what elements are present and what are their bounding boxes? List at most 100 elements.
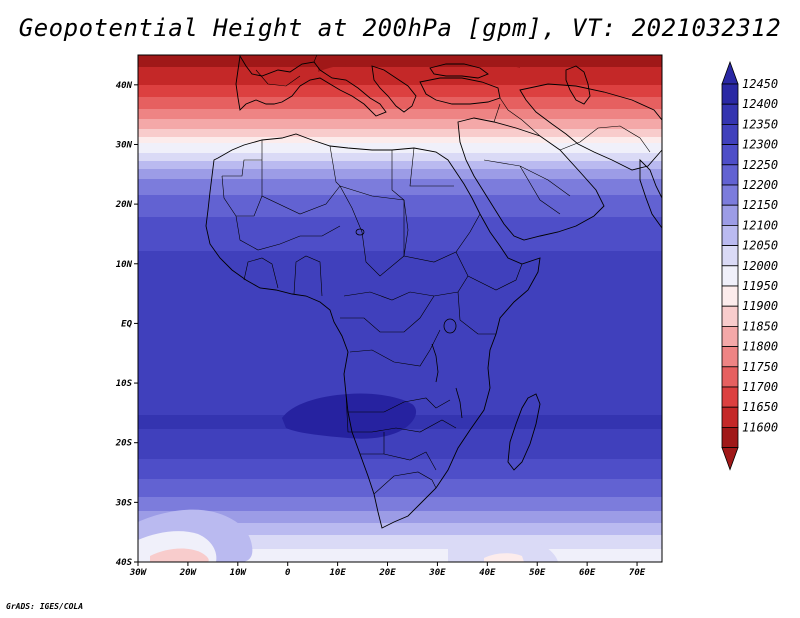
- height-band-row: [138, 165, 662, 168]
- colorbar-label: 12250: [742, 158, 778, 172]
- height-band-row: [138, 199, 662, 202]
- border-drc-south: [349, 329, 441, 367]
- height-band-row: [138, 383, 662, 386]
- lon-tick-label: 60E: [579, 568, 596, 578]
- height-band-row: [138, 487, 662, 490]
- height-band-row: [138, 117, 662, 120]
- border-southern-1: [345, 393, 457, 433]
- height-band-row: [138, 223, 662, 226]
- height-band-row: [138, 225, 662, 228]
- border-sahel-1: [235, 215, 341, 251]
- height-band-row: [138, 475, 662, 478]
- madagascar-coastline: [507, 393, 541, 471]
- country-borders: [221, 55, 651, 495]
- height-band-row: [138, 155, 662, 158]
- height-band-row: [138, 221, 662, 224]
- colorbar-label: 11600: [742, 420, 778, 434]
- height-band-row: [138, 133, 662, 136]
- height-band-row: [138, 463, 662, 466]
- height-band-row: [138, 291, 662, 294]
- height-band-row: [138, 255, 662, 258]
- height-band-row: [138, 71, 662, 74]
- colorbar-label: 12350: [742, 117, 778, 131]
- height-band-row: [138, 293, 662, 296]
- height-band-row: [138, 277, 662, 280]
- height-band-row: [138, 115, 662, 118]
- height-band-row: [138, 375, 662, 378]
- colorbar-swatch: [721, 366, 739, 388]
- height-band-row: [138, 311, 662, 314]
- height-band-row: [138, 275, 662, 278]
- lon-tick-label: 30E: [428, 568, 446, 578]
- height-band-row: [138, 137, 662, 140]
- border-middle-east-1: [493, 97, 541, 137]
- colorbar-swatch: [721, 346, 739, 368]
- lake-tanganyika: [431, 343, 439, 383]
- height-band-row: [138, 135, 662, 138]
- height-band-row: [138, 343, 662, 346]
- colorbar-swatch: [721, 245, 739, 267]
- height-band-row: [138, 459, 662, 462]
- height-band-row: [138, 267, 662, 270]
- colorbar-label: 12300: [742, 138, 778, 152]
- border-egypt-sudan: [409, 147, 454, 187]
- height-band-row: [138, 471, 662, 474]
- height-band-row: [138, 147, 662, 150]
- height-band-row: [138, 75, 662, 78]
- map-title: Geopotential Height at 200hPa [gpm], VT:…: [18, 14, 782, 42]
- height-band-row: [138, 177, 662, 180]
- height-band-row: [138, 235, 662, 238]
- colorbar-swatch: [721, 406, 739, 428]
- height-band-row: [138, 303, 662, 306]
- height-band-row: [138, 483, 662, 486]
- height-band-row: [138, 359, 662, 362]
- height-band-row: [138, 509, 662, 512]
- height-bands: [138, 55, 662, 562]
- height-band-row: [138, 243, 662, 246]
- lon-tick-label: 20W: [179, 568, 198, 578]
- height-band-row: [138, 153, 662, 156]
- height-band-row: [138, 215, 662, 218]
- height-band-row: [138, 347, 662, 350]
- height-band-row: [138, 467, 662, 470]
- height-band-row: [138, 391, 662, 394]
- lon-tick-label: 0: [285, 568, 291, 578]
- colorbar-swatch: [721, 224, 739, 246]
- height-band-row: [138, 251, 662, 254]
- colorbar-swatch: [721, 426, 739, 448]
- height-band-row: [138, 239, 662, 242]
- height-band-row: [138, 263, 662, 266]
- height-band-row: [138, 499, 662, 502]
- height-band-row: [138, 187, 662, 190]
- height-band-row: [138, 553, 662, 556]
- height-band-row: [138, 185, 662, 188]
- colorbar-swatch: [721, 285, 739, 307]
- height-band-row: [138, 211, 662, 214]
- height-band-row: [138, 205, 662, 208]
- lon-tick-label: 40E: [479, 568, 496, 578]
- height-band-row: [138, 441, 662, 444]
- lat-tick-label: 20N: [115, 200, 133, 210]
- height-band-row: [138, 261, 662, 264]
- height-band-row: [138, 85, 662, 88]
- colorbar-label: 11700: [742, 380, 778, 394]
- height-band-row: [138, 435, 662, 438]
- border-west-coast: [243, 255, 323, 297]
- height-band-row: [138, 271, 662, 274]
- lon-tick-label: 30W: [129, 568, 148, 578]
- colorbar-swatch: [721, 184, 739, 206]
- height-band-row: [138, 495, 662, 498]
- height-band-row: [138, 279, 662, 282]
- height-band-row: [138, 169, 662, 172]
- height-band-row: [138, 109, 662, 112]
- height-band-row: [138, 329, 662, 332]
- turkey-coastline: [419, 77, 501, 105]
- height-band-row: [138, 77, 662, 80]
- height-band-row: [138, 443, 662, 446]
- height-band-row: [138, 161, 662, 164]
- height-band-row: [138, 173, 662, 176]
- height-band-row: [138, 515, 662, 518]
- height-band-row: [138, 369, 662, 372]
- height-band-row: [138, 91, 662, 94]
